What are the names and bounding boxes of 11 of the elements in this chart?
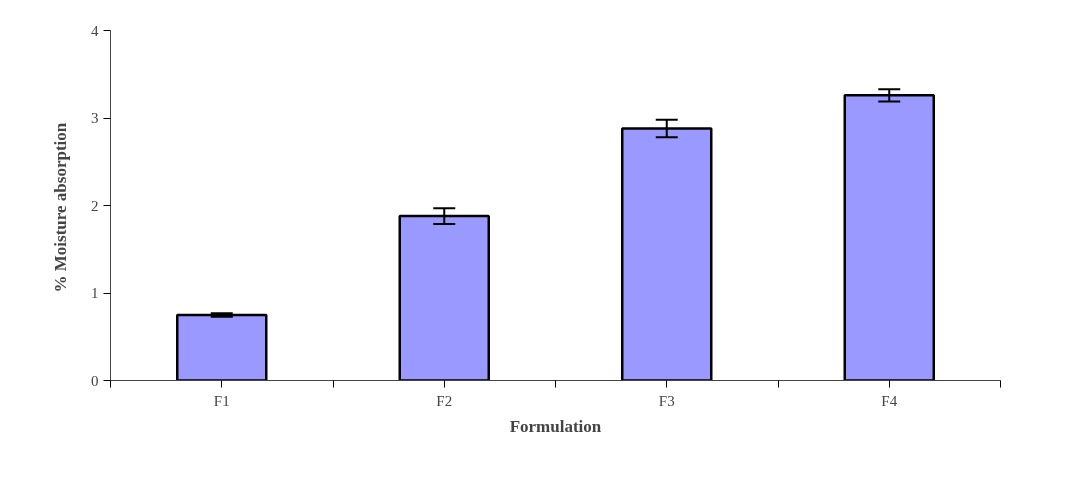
y-axis-title: % Moisture absorption [51,122,70,293]
x-axis-title: Formulation [509,416,602,436]
x-tick-label: F2 [436,392,453,409]
y-tick-label: 1 [91,285,99,301]
x-tick-label: F1 [213,392,230,409]
y-tick-label: 2 [91,197,99,214]
y-tick-label: 4 [91,22,99,39]
x-tick-label: F4 [881,392,898,409]
y-tick-label: 3 [91,110,99,126]
x-tick-label: F3 [658,392,675,409]
y-tick-label: 0 [91,372,99,389]
